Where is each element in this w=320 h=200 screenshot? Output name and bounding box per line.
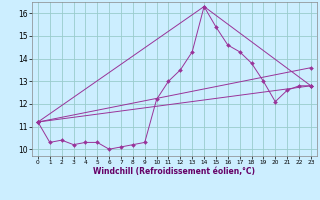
X-axis label: Windchill (Refroidissement éolien,°C): Windchill (Refroidissement éolien,°C) [93, 167, 255, 176]
